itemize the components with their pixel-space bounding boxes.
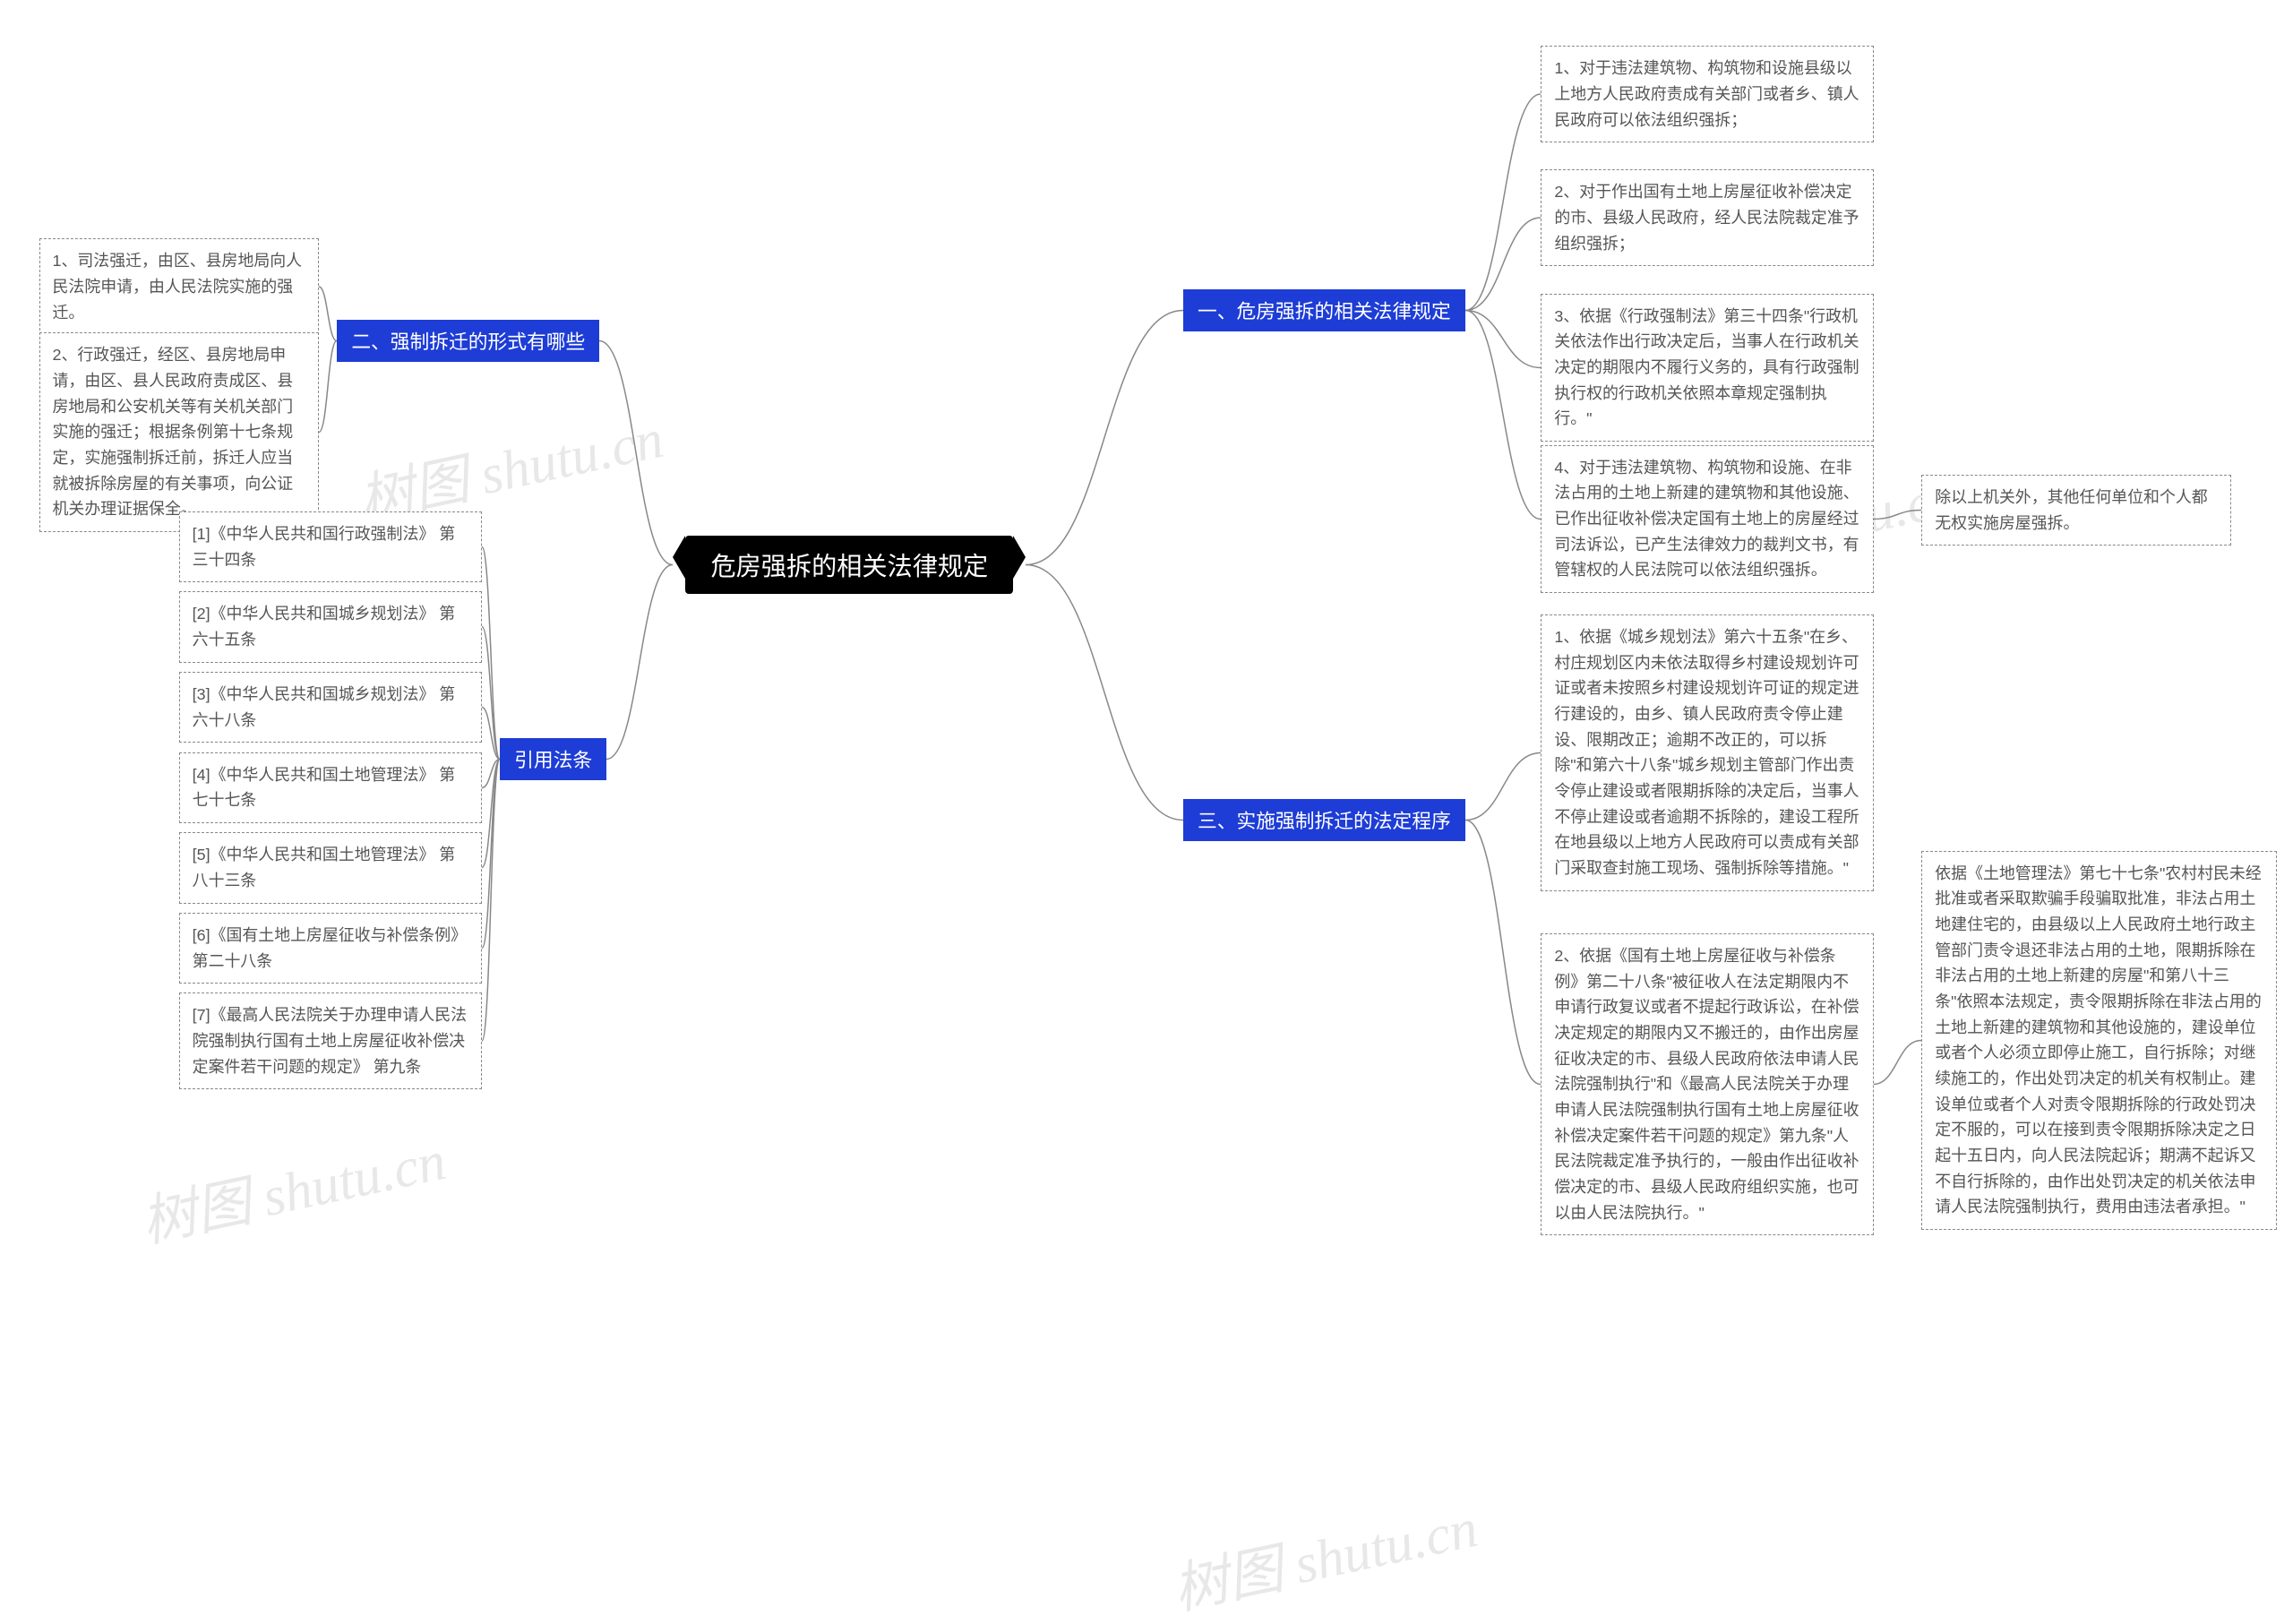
leaf-node: 1、依据《城乡规划法》第六十五条"在乡、村庄规划区内未依法取得乡村建设规划许可证… [1541,614,1873,891]
leaf-node: 1、对于违法建筑物、构筑物和设施县级以上地方人民政府责成有关部门或者乡、镇人民政… [1541,46,1873,142]
branch-node: 一、危房强拆的相关法律规定 [1183,289,1465,331]
leaf-node: [4]《中华人民共和国土地管理法》 第七十七条 [179,752,482,823]
branch-node: 三、实施强制拆迁的法定程序 [1183,799,1465,841]
leaf-node: 2、依据《国有土地上房屋征收与补偿条例》第二十八条"被征收人在法定期限内不申请行… [1541,933,1873,1235]
leaf-node: 1、司法强迁，由区、县房地局向人民法院申请，由人民法院实施的强迁。 [39,238,319,335]
watermark: 树图 shutu.cn [133,1115,451,1258]
watermark: 树图 shutu.cn [1164,1482,1483,1624]
leaf-node: 2、对于作出国有土地上房屋征收补偿决定的市、县级人民政府，经人民法院裁定准予组织… [1541,169,1873,266]
leaf-node: [5]《中华人民共和国土地管理法》 第八十三条 [179,832,482,903]
leaf-node: 4、对于违法建筑物、构筑物和设施、在非法占用的土地上新建的建筑物和其他设施、已作… [1541,445,1873,593]
leaf-node: 2、行政强迁，经区、县房地局申请，由区、县人民政府责成区、县房地局和公安机关等有… [39,332,319,532]
branch-node: 引用法条 [500,738,606,780]
leaf-node: [7]《最高人民法院关于办理申请人民法院强制执行国有土地上房屋征收补偿决定案件若… [179,992,482,1089]
leaf-node: [2]《中华人民共和国城乡规划法》 第六十五条 [179,591,482,662]
center-node: 危房强拆的相关法律规定 [685,536,1013,594]
branch-node: 二、强制拆迁的形式有哪些 [337,320,599,362]
leaf-node: 依据《土地管理法》第七十七条"农村村民未经批准或者采取欺骗手段骗取批准，非法占用… [1921,851,2277,1230]
leaf-node: 3、依据《行政强制法》第三十四条"行政机关依法作出行政决定后，当事人在行政机关决… [1541,294,1873,442]
leaf-node: [1]《中华人民共和国行政强制法》 第三十四条 [179,511,482,582]
leaf-node: 除以上机关外，其他任何单位和个人都无权实施房屋强拆。 [1921,475,2231,546]
leaf-node: [3]《中华人民共和国城乡规划法》 第六十八条 [179,672,482,743]
leaf-node: [6]《国有土地上房屋征收与补偿条例》 第二十八条 [179,913,482,984]
